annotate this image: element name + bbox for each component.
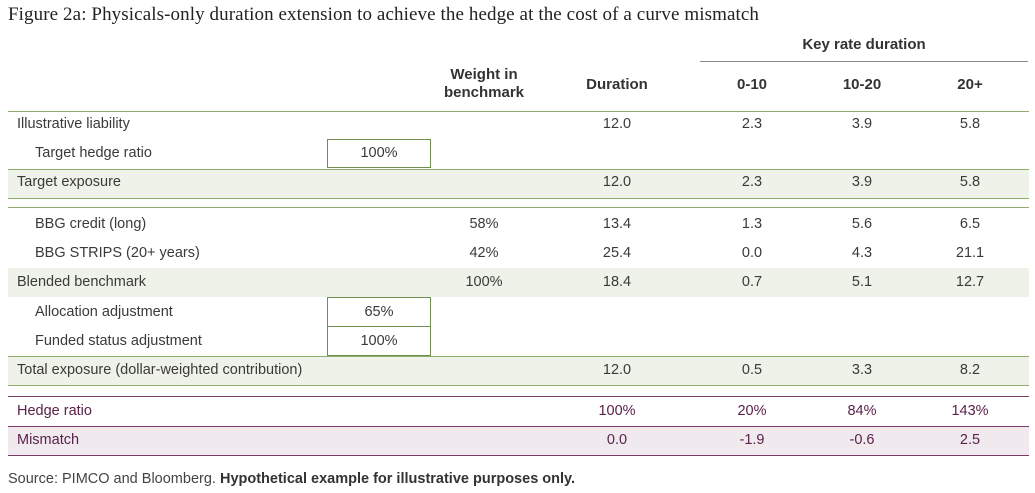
- krd-0-10-header: 0-10: [736, 76, 768, 93]
- cell-duration: 18.4: [602, 274, 632, 290]
- row-label-illustrative-liability: Illustrative liability: [17, 116, 130, 132]
- cell-krd-10-20: 3.3: [851, 362, 873, 378]
- weight-header-line1: Weight in: [450, 66, 518, 83]
- row-label-target-exposure: Target exposure: [17, 174, 121, 190]
- krd-20-plus-header: 20+: [957, 76, 983, 93]
- cell-weight: 42%: [469, 245, 499, 261]
- hedge-section-rule: [8, 396, 1029, 397]
- duration-header: Duration: [586, 76, 648, 93]
- cell-krd-0-10: 20%: [737, 403, 767, 419]
- cell-krd-0-10: 0.5: [741, 362, 763, 378]
- weight-header: Weight in benchmark: [424, 66, 544, 102]
- cell-krd-10-20: 84%: [847, 403, 877, 419]
- cell-krd-10-20: 4.3: [851, 245, 873, 261]
- cell-krd-20-plus: 8.2: [959, 362, 981, 378]
- row-label-target-hedge-ratio: Target hedge ratio: [35, 145, 152, 161]
- funded-status-adjustment-box: 100%: [327, 326, 431, 356]
- cell-krd-20-plus: 2.5: [959, 432, 981, 448]
- row-label-blended-benchmark: Blended benchmark: [17, 274, 146, 290]
- cell-duration: 0.0: [606, 432, 628, 448]
- cell-duration: 25.4: [602, 245, 632, 261]
- cell-krd-0-10: 0.7: [741, 274, 763, 290]
- cell-krd-20-plus: 143%: [951, 403, 989, 419]
- total-exposure-rule-top: [8, 356, 1029, 357]
- blended-benchmark-band: [8, 268, 1029, 297]
- row-label-hedge-ratio: Hedge ratio: [17, 403, 92, 419]
- weight-header-line2: benchmark: [443, 84, 525, 101]
- krd-10-20-header: 10-20: [842, 76, 882, 93]
- section-divider-rule: [8, 207, 1029, 208]
- key-rate-header-rule: [700, 61, 1028, 62]
- cell-duration: 100%: [598, 403, 636, 419]
- cell-weight: 100%: [465, 274, 503, 290]
- cell-duration: 13.4: [602, 216, 632, 232]
- figure-title: Figure 2a: Physicals-only duration exten…: [8, 4, 760, 25]
- cell-duration: 12.0: [602, 116, 632, 132]
- header-bottom-rule: [8, 111, 1029, 112]
- cell-krd-10-20: 5.1: [851, 274, 873, 290]
- target-hedge-ratio-box: 100%: [327, 139, 431, 168]
- source-text: Source: PIMCO and Bloomberg.: [8, 471, 216, 487]
- cell-krd-0-10: -1.9: [739, 432, 765, 448]
- row-label-funded-status-adjustment: Funded status adjustment: [35, 333, 202, 349]
- source-disclaimer: Hypothetical example for illustrative pu…: [219, 471, 576, 487]
- cell-duration: 12.0: [602, 362, 632, 378]
- mismatch-band: [8, 426, 1029, 455]
- allocation-adjustment-box: 65%: [327, 297, 431, 327]
- target-exposure-rule-bottom: [8, 198, 1029, 199]
- total-exposure-band: [8, 356, 1029, 385]
- cell-krd-20-plus: 5.8: [959, 174, 981, 190]
- target-exposure-rule-top: [8, 169, 1029, 170]
- cell-krd-20-plus: 5.8: [959, 116, 981, 132]
- row-label-allocation-adjustment: Allocation adjustment: [35, 304, 173, 320]
- cell-krd-20-plus: 12.7: [955, 274, 985, 290]
- row-label-bbg-strips: BBG STRIPS (20+ years): [35, 245, 200, 261]
- cell-krd-10-20: 5.6: [851, 216, 873, 232]
- cell-krd-10-20: 3.9: [851, 174, 873, 190]
- cell-krd-0-10: 2.3: [741, 174, 763, 190]
- row-label-total-exposure: Total exposure (dollar-weighted contribu…: [17, 362, 303, 378]
- cell-krd-10-20: -0.6: [849, 432, 875, 448]
- cell-krd-20-plus: 21.1: [955, 245, 985, 261]
- row-label-bbg-credit: BBG credit (long): [35, 216, 147, 232]
- mismatch-rule-top: [8, 426, 1029, 427]
- row-label-mismatch: Mismatch: [17, 432, 80, 448]
- target-exposure-band: [8, 169, 1029, 198]
- cell-weight: 58%: [469, 216, 499, 232]
- cell-krd-0-10: 2.3: [741, 116, 763, 132]
- cell-krd-20-plus: 6.5: [959, 216, 981, 232]
- mismatch-rule-bottom: [8, 455, 1029, 456]
- source-note: Source: PIMCO and Bloomberg. Hypothetica…: [8, 471, 575, 487]
- cell-krd-0-10: 0.0: [741, 245, 763, 261]
- total-exposure-rule-bottom: [8, 385, 1029, 386]
- cell-duration: 12.0: [602, 174, 632, 190]
- cell-krd-0-10: 1.3: [741, 216, 763, 232]
- cell-krd-10-20: 3.9: [851, 116, 873, 132]
- key-rate-duration-header: Key rate duration: [802, 36, 926, 53]
